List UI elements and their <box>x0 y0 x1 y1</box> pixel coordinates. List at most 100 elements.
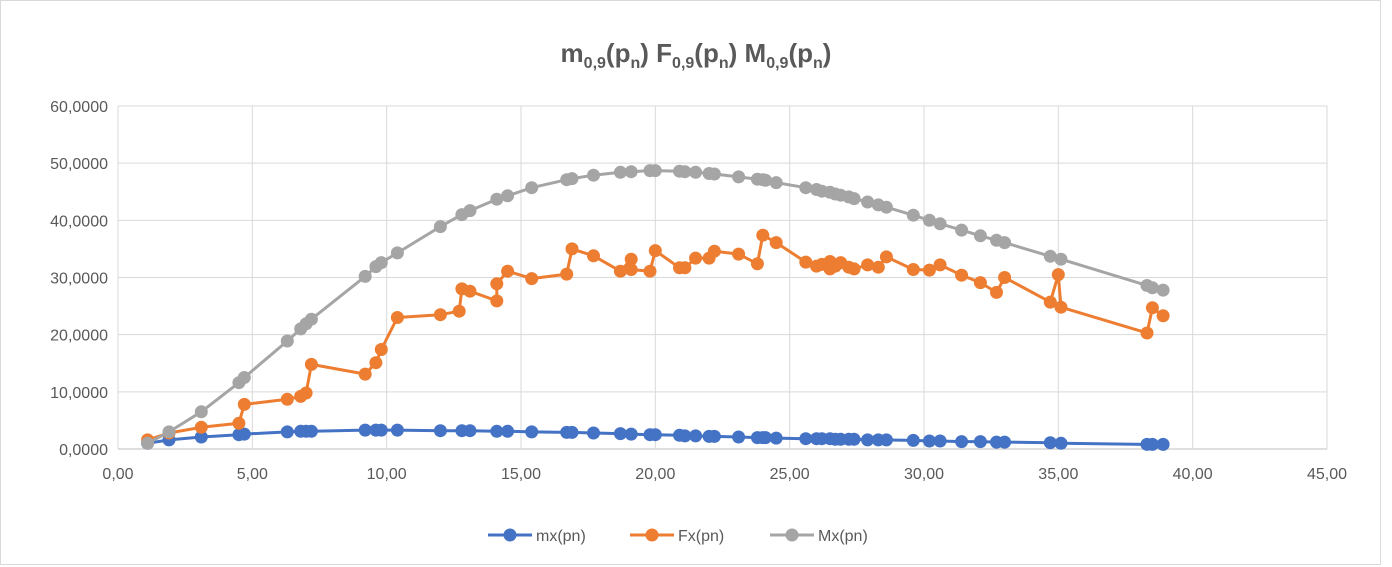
data-point <box>879 200 893 214</box>
data-point <box>237 397 251 411</box>
data-point <box>799 181 813 195</box>
data-point <box>162 425 176 439</box>
data-point <box>906 263 920 276</box>
y-tick-label: 30,0000 <box>50 271 108 288</box>
data-point <box>1140 326 1154 340</box>
y-tick-label: 50,0000 <box>50 156 108 173</box>
data-point <box>759 173 772 187</box>
data-point <box>358 269 372 283</box>
data-point <box>689 429 703 443</box>
data-point <box>648 244 662 258</box>
data-point <box>861 195 875 209</box>
data-point <box>973 276 987 290</box>
legend: mx(pn) Fx(pn) Mx(pn) <box>488 528 868 545</box>
data-point <box>799 432 813 446</box>
data-point <box>587 249 600 263</box>
series-group <box>141 164 1170 451</box>
data-point <box>565 242 579 256</box>
data-point <box>490 192 504 206</box>
legend-swatch-marker <box>503 528 517 542</box>
data-point <box>933 258 947 272</box>
data-point <box>732 430 746 444</box>
data-point <box>998 435 1012 449</box>
data-point <box>587 426 600 440</box>
legend-swatch-marker <box>785 528 799 542</box>
data-point <box>973 435 987 449</box>
data-point <box>374 343 388 356</box>
data-point <box>304 424 318 438</box>
x-tick-label: 5,00 <box>237 466 268 483</box>
data-point <box>358 423 372 437</box>
y-tick-label: 0,0000 <box>59 442 108 459</box>
legend-label: Mx(pn) <box>818 528 868 545</box>
data-point <box>922 213 936 227</box>
data-point <box>304 357 318 371</box>
data-point <box>906 208 920 222</box>
data-point <box>237 371 251 384</box>
data-point <box>998 236 1012 250</box>
data-point <box>565 172 579 186</box>
data-point <box>613 427 627 441</box>
data-point <box>678 261 692 275</box>
data-point <box>1156 283 1170 297</box>
data-point <box>689 251 703 265</box>
series-2 <box>141 164 1170 450</box>
data-point <box>1054 300 1068 314</box>
data-point <box>1156 437 1170 451</box>
data-point <box>799 255 813 269</box>
x-tick-label: 0,00 <box>102 466 133 483</box>
data-point <box>990 285 1003 299</box>
data-point <box>194 420 208 434</box>
x-axis-ticks: 0,00 5,00 10,00 15,00 20,00 25,00 30,00 35,00 40… <box>102 466 1347 483</box>
data-point <box>933 434 947 448</box>
data-point <box>922 434 936 448</box>
data-point <box>678 165 692 179</box>
data-point <box>299 386 313 400</box>
data-point <box>613 264 627 278</box>
legend-item: Mx(pn) <box>770 528 868 545</box>
data-point <box>973 229 987 243</box>
y-tick-label: 20,0000 <box>50 328 108 345</box>
data-point <box>624 252 638 266</box>
data-point <box>369 356 383 370</box>
data-point <box>280 334 294 348</box>
series-0 <box>141 423 1170 451</box>
data-point <box>390 311 404 324</box>
data-point <box>1043 436 1057 450</box>
data-point <box>501 264 515 278</box>
data-point <box>390 423 404 437</box>
legend-item: Fx(pn) <box>630 528 724 545</box>
x-tick-label: 15,00 <box>501 466 541 483</box>
x-tick-label: 10,00 <box>367 466 407 483</box>
data-point <box>452 304 466 318</box>
data-point <box>1043 295 1057 309</box>
data-point <box>280 392 294 406</box>
series-1 <box>141 228 1170 447</box>
data-point <box>525 272 539 286</box>
data-point <box>922 263 936 277</box>
data-point <box>560 267 574 281</box>
data-point <box>490 277 504 291</box>
data-point <box>1145 437 1159 451</box>
data-point <box>879 250 893 264</box>
data-point <box>501 424 515 438</box>
data-point <box>861 433 875 447</box>
data-point <box>689 165 703 179</box>
gridlines <box>117 105 1328 450</box>
data-point <box>194 405 208 419</box>
data-point <box>587 168 600 182</box>
legend-label: Fx(pn) <box>678 528 724 545</box>
data-point <box>304 312 318 326</box>
data-point <box>756 228 770 242</box>
data-point <box>565 425 579 439</box>
data-point <box>374 256 388 270</box>
data-point <box>490 294 504 308</box>
data-point <box>433 308 447 322</box>
data-point <box>847 432 861 446</box>
data-point <box>955 435 969 449</box>
data-point <box>624 263 638 276</box>
data-point <box>861 258 875 272</box>
data-point <box>678 429 692 443</box>
legend-item: mx(pn) <box>488 528 586 545</box>
